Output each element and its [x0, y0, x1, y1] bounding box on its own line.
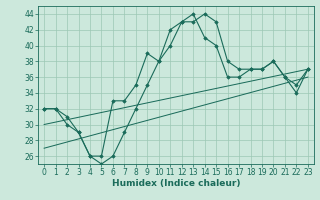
X-axis label: Humidex (Indice chaleur): Humidex (Indice chaleur) [112, 179, 240, 188]
